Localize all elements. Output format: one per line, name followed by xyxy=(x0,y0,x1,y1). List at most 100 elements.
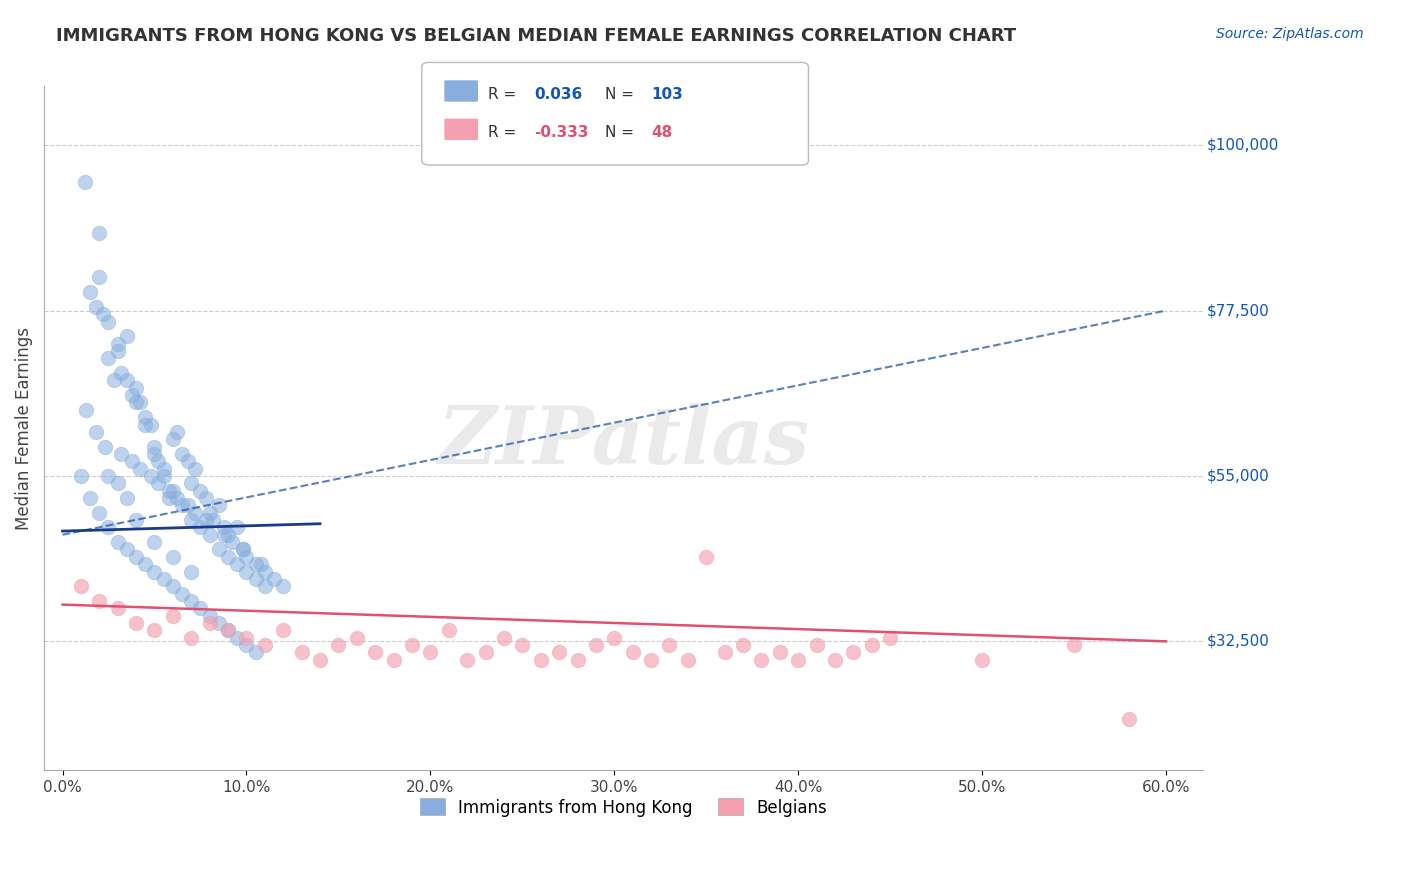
Point xyxy=(530,653,553,667)
Point xyxy=(180,594,202,608)
Point xyxy=(842,645,865,659)
Point xyxy=(860,638,883,652)
Point xyxy=(143,447,166,461)
Point xyxy=(769,645,792,659)
Point xyxy=(176,454,198,468)
Point xyxy=(180,476,202,491)
Point xyxy=(97,469,120,483)
Point xyxy=(107,336,129,351)
Point xyxy=(713,645,735,659)
Point xyxy=(202,513,225,527)
Text: N =: N = xyxy=(605,125,638,140)
Point xyxy=(271,624,294,638)
Point xyxy=(110,366,132,380)
Point xyxy=(271,579,294,593)
Point xyxy=(676,653,699,667)
Point xyxy=(253,579,276,593)
Point xyxy=(585,638,607,652)
Point xyxy=(194,491,217,505)
Text: 48: 48 xyxy=(651,125,672,140)
Point xyxy=(143,565,166,579)
Point xyxy=(143,624,166,638)
Point xyxy=(235,631,257,645)
Point xyxy=(107,476,129,491)
Point xyxy=(658,638,681,652)
Point xyxy=(89,506,111,520)
Point xyxy=(180,565,202,579)
Point xyxy=(328,638,350,652)
Point xyxy=(190,520,212,534)
Point xyxy=(194,513,217,527)
Point xyxy=(128,395,150,409)
Point xyxy=(162,549,184,564)
Point xyxy=(621,645,644,659)
Point xyxy=(125,549,148,564)
Point xyxy=(180,513,202,527)
Point xyxy=(170,447,193,461)
Point xyxy=(235,549,257,564)
Point xyxy=(226,520,249,534)
Point xyxy=(107,343,129,358)
Point xyxy=(107,535,129,549)
Point xyxy=(110,447,132,461)
Point xyxy=(121,388,143,402)
Point xyxy=(107,601,129,615)
Point xyxy=(115,373,138,387)
Point xyxy=(70,469,93,483)
Point xyxy=(176,499,198,513)
Point xyxy=(235,638,257,652)
Point xyxy=(103,373,125,387)
Point xyxy=(492,631,515,645)
Point xyxy=(166,425,188,439)
Point xyxy=(157,483,180,498)
Point xyxy=(84,300,107,314)
Text: $77,500: $77,500 xyxy=(1206,303,1270,318)
Point xyxy=(190,483,212,498)
Point xyxy=(97,520,120,534)
Point xyxy=(437,624,460,638)
Point xyxy=(226,631,249,645)
Point xyxy=(226,557,249,571)
Point xyxy=(824,653,846,667)
Point xyxy=(567,653,589,667)
Point xyxy=(121,454,143,468)
Point xyxy=(245,572,267,586)
Point xyxy=(162,483,184,498)
Text: ZIPatlas: ZIPatlas xyxy=(437,403,810,481)
Point xyxy=(263,572,285,586)
Point xyxy=(115,329,138,343)
Point xyxy=(695,549,717,564)
Point xyxy=(214,520,236,534)
Point xyxy=(603,631,626,645)
Point xyxy=(214,528,236,542)
Point xyxy=(134,417,156,432)
Point xyxy=(134,557,156,571)
Point xyxy=(89,270,111,285)
Point xyxy=(232,542,254,557)
Point xyxy=(190,601,212,615)
Point xyxy=(253,565,276,579)
Point xyxy=(70,579,93,593)
Text: -0.333: -0.333 xyxy=(534,125,589,140)
Point xyxy=(91,307,114,321)
Text: N =: N = xyxy=(605,87,638,102)
Point xyxy=(309,653,332,667)
Point xyxy=(548,645,571,659)
Point xyxy=(75,402,97,417)
Point xyxy=(143,535,166,549)
Text: Source: ZipAtlas.com: Source: ZipAtlas.com xyxy=(1216,27,1364,41)
Point xyxy=(152,572,174,586)
Point xyxy=(152,469,174,483)
Point xyxy=(217,549,239,564)
Point xyxy=(84,425,107,439)
Point xyxy=(731,638,754,652)
Point xyxy=(125,513,148,527)
Text: R =: R = xyxy=(488,125,522,140)
Point xyxy=(89,594,111,608)
Point xyxy=(806,638,828,652)
Point xyxy=(419,645,441,659)
Point xyxy=(152,461,174,475)
Point xyxy=(787,653,810,667)
Point xyxy=(146,476,169,491)
Point xyxy=(166,491,188,505)
